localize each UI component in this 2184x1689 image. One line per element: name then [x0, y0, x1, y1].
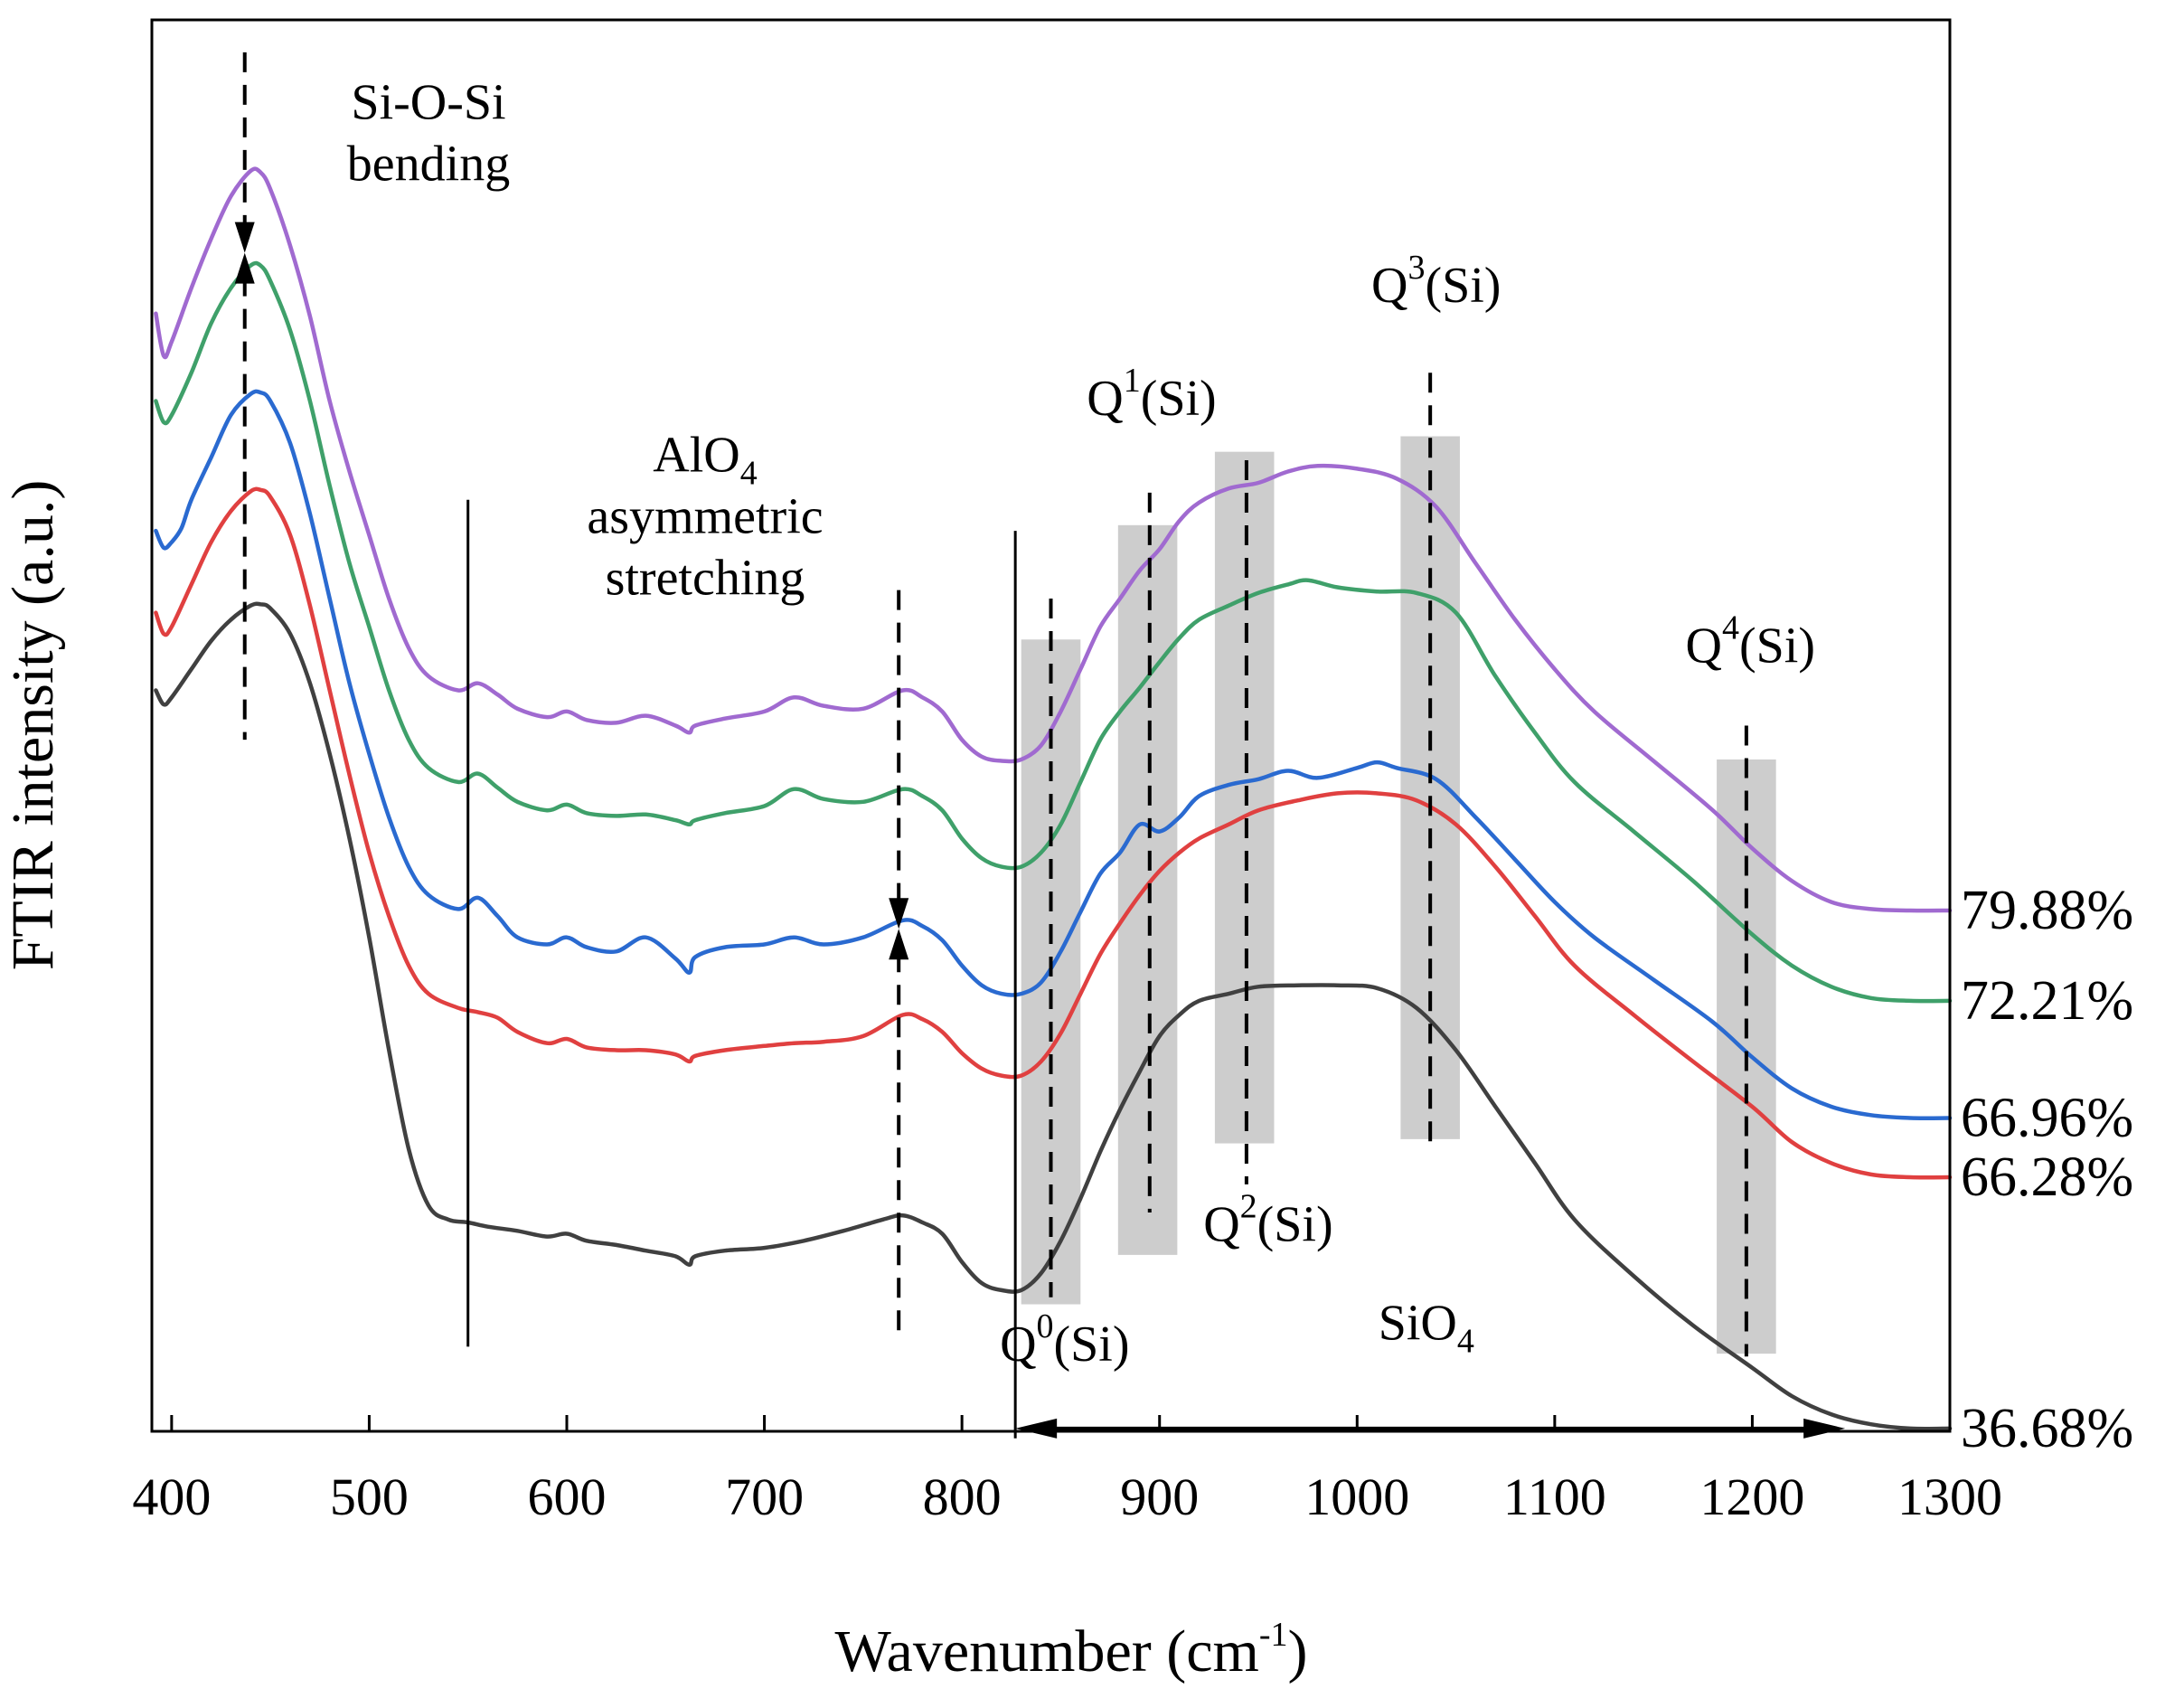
q0-label-sup: 0 — [1037, 1307, 1054, 1345]
q1-label-rest: (Si) — [1141, 371, 1217, 427]
sio4-label-line-0-base: SiO — [1379, 1296, 1457, 1352]
q0-label: Q0(Si) — [1000, 1307, 1129, 1373]
x-tick-label-2: 600 — [528, 1467, 607, 1526]
alo4-label-line-0: AlO4 — [653, 428, 757, 493]
x-tick-label-6: 1000 — [1304, 1467, 1409, 1526]
series-line-4 — [154, 601, 1953, 1431]
q2-label-base: Q — [1203, 1196, 1239, 1252]
legend-entry-0: 79.88% — [1961, 880, 2133, 941]
series-line-3 — [154, 486, 1953, 1180]
x-tick-label-0: 400 — [132, 1467, 211, 1526]
q0-label-base: Q — [1000, 1316, 1036, 1373]
q1-label: Q1(Si) — [1087, 362, 1216, 427]
sio4-range-arrowhead-right — [1803, 1418, 1846, 1439]
series-line-2 — [154, 389, 1953, 1120]
q3-label-rest: (Si) — [1425, 258, 1501, 314]
series-line-0 — [154, 166, 1953, 913]
q3-label-sup: 3 — [1407, 249, 1425, 287]
legend-entry-2: 66.96% — [1961, 1087, 2133, 1148]
plot-frame — [150, 18, 1952, 1433]
sioobend-peak-down-arrowhead — [234, 222, 255, 253]
x-axis-title-main: Wavenumber (cm — [835, 1618, 1259, 1684]
x-tick-label-5: 900 — [1120, 1467, 1199, 1526]
alo4-label-line-1: asymmetric — [587, 489, 823, 545]
q1-band — [1117, 524, 1178, 1255]
x-axis-title: Wavenumber (cm-1) — [835, 1616, 1308, 1684]
spectra-curves — [154, 166, 1953, 1431]
x-axis-title-close: ) — [1288, 1618, 1308, 1684]
q3-label: Q3(Si) — [1371, 249, 1501, 314]
q1-label-base: Q — [1087, 371, 1123, 427]
y-axis-title: FTIR intensity (a.u.) — [0, 480, 66, 971]
x-axis: 400 500 600 700 800 900 1000 1100 1200 1300 — [132, 1415, 2002, 1526]
alo4-label-line-0-base: AlO — [653, 428, 739, 484]
legend-entry-4: 36.68% — [1961, 1398, 2133, 1459]
x-tick-label-1: 500 — [330, 1467, 409, 1526]
q4-label: Q4(Si) — [1686, 609, 1815, 674]
sioobend-peak-up-arrowhead — [234, 252, 255, 284]
x-tick-label-8: 1200 — [1699, 1467, 1804, 1526]
x-tick-label-4: 800 — [923, 1467, 1002, 1526]
legend-entry-3: 66.28% — [1961, 1146, 2133, 1208]
alo4-peak-down-arrowhead — [889, 898, 909, 929]
legend: 79.88% 72.21% 66.96%66.28% 36.68% — [1961, 880, 2133, 1459]
x-tick-label-7: 1100 — [1503, 1467, 1606, 1526]
si-o-si-label-line-0: Si-O-Si — [351, 74, 505, 130]
si-o-si-label-line-1: bending — [347, 136, 510, 192]
alo4-label-line-2: stretching — [606, 551, 805, 607]
sio4-label-line-0-subscript: 4 — [1457, 1323, 1474, 1361]
q4-label-rest: (Si) — [1739, 618, 1815, 674]
reference-lines — [234, 52, 1846, 1439]
alo4-label-line-0-subscript: 4 — [740, 455, 758, 493]
sio4-range-arrowhead-left — [1015, 1418, 1058, 1439]
q2-label-rest: (Si) — [1257, 1196, 1333, 1252]
q4-label-base: Q — [1686, 618, 1722, 674]
q2-label-sup: 2 — [1240, 1187, 1257, 1225]
x-axis-title-sup: -1 — [1259, 1616, 1288, 1654]
legend-entry-1: 72.21% — [1961, 970, 2133, 1032]
annotations: Si-O-SibendingAlO4asymmetricstretchingQ0… — [347, 74, 1815, 1373]
series-line-1 — [154, 260, 1953, 1004]
sio4-label-line-0: SiO4 — [1379, 1296, 1474, 1361]
q3-label-base: Q — [1371, 258, 1407, 314]
alo4-peak-up-arrowhead — [889, 929, 909, 960]
q4-label-sup: 4 — [1722, 609, 1739, 646]
q2-label: Q2(Si) — [1203, 1187, 1332, 1252]
x-tick-label-9: 1300 — [1897, 1467, 2002, 1526]
q2-band — [1214, 451, 1275, 1144]
x-tick-label-3: 700 — [725, 1467, 804, 1526]
q1-label-sup: 1 — [1124, 362, 1141, 400]
q0-label-rest: (Si) — [1054, 1316, 1130, 1373]
